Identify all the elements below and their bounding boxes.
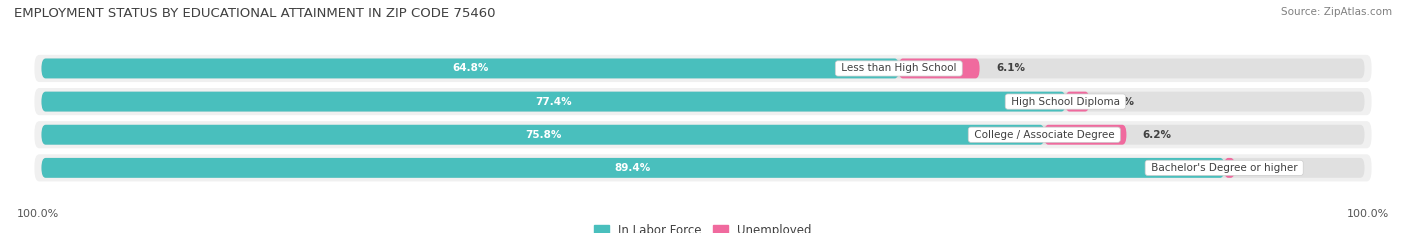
Text: 100.0%: 100.0% <box>17 209 59 219</box>
Text: 64.8%: 64.8% <box>451 63 488 73</box>
FancyBboxPatch shape <box>898 58 980 78</box>
Text: 0.8%: 0.8% <box>1251 163 1281 173</box>
FancyBboxPatch shape <box>42 92 1066 112</box>
FancyBboxPatch shape <box>1045 125 1126 145</box>
Text: Source: ZipAtlas.com: Source: ZipAtlas.com <box>1281 7 1392 17</box>
FancyBboxPatch shape <box>42 125 1364 145</box>
FancyBboxPatch shape <box>1066 92 1090 112</box>
FancyBboxPatch shape <box>1225 158 1234 178</box>
Text: 100.0%: 100.0% <box>1347 209 1389 219</box>
FancyBboxPatch shape <box>35 88 1371 115</box>
FancyBboxPatch shape <box>42 158 1225 178</box>
Text: EMPLOYMENT STATUS BY EDUCATIONAL ATTAINMENT IN ZIP CODE 75460: EMPLOYMENT STATUS BY EDUCATIONAL ATTAINM… <box>14 7 495 20</box>
Text: High School Diploma: High School Diploma <box>1008 97 1123 106</box>
Text: 6.2%: 6.2% <box>1143 130 1171 140</box>
FancyBboxPatch shape <box>42 92 1364 112</box>
Text: 89.4%: 89.4% <box>614 163 651 173</box>
Text: 75.8%: 75.8% <box>524 130 561 140</box>
FancyBboxPatch shape <box>42 58 898 78</box>
Text: 1.8%: 1.8% <box>1105 97 1135 106</box>
FancyBboxPatch shape <box>35 121 1371 148</box>
FancyBboxPatch shape <box>42 158 1364 178</box>
FancyBboxPatch shape <box>35 55 1371 82</box>
Text: Less than High School: Less than High School <box>838 63 960 73</box>
Text: Bachelor's Degree or higher: Bachelor's Degree or higher <box>1147 163 1301 173</box>
Text: 6.1%: 6.1% <box>995 63 1025 73</box>
FancyBboxPatch shape <box>35 154 1371 182</box>
Text: 77.4%: 77.4% <box>536 97 572 106</box>
FancyBboxPatch shape <box>42 125 1045 145</box>
FancyBboxPatch shape <box>42 58 1364 78</box>
Legend: In Labor Force, Unemployed: In Labor Force, Unemployed <box>595 224 811 233</box>
Text: College / Associate Degree: College / Associate Degree <box>970 130 1118 140</box>
